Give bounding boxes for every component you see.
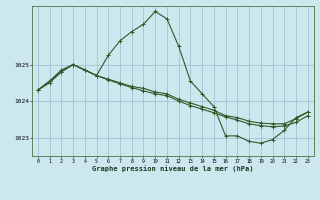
X-axis label: Graphe pression niveau de la mer (hPa): Graphe pression niveau de la mer (hPa) [92,165,253,172]
